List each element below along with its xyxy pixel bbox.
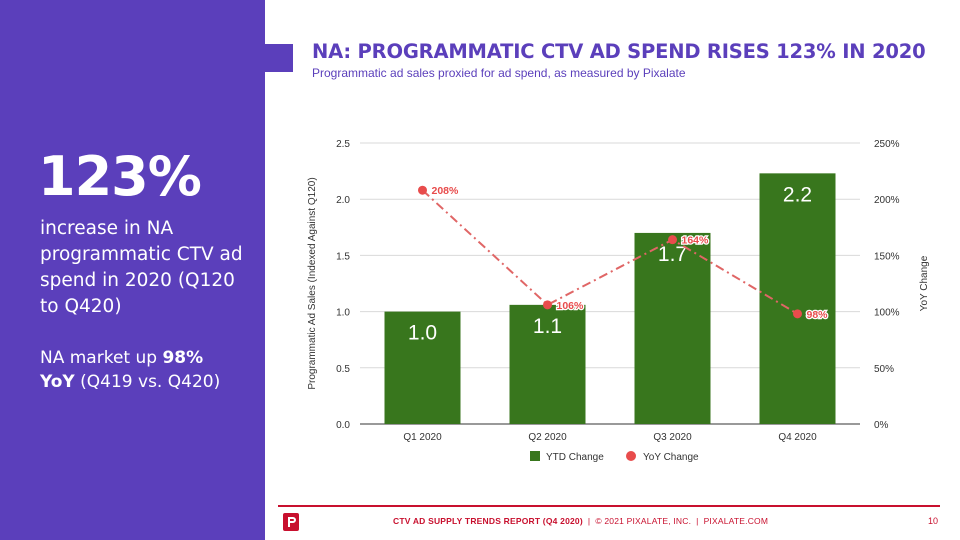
bar [509, 304, 586, 424]
bar-data-label: 2.2 [783, 183, 812, 206]
footer-divider [278, 505, 940, 507]
y-tick-label: 2.5 [336, 139, 350, 150]
footer-separator: | [587, 516, 591, 526]
y-right-axis-title: YoY Change [919, 255, 930, 311]
headline-stat: 123% [38, 145, 202, 208]
side-panel: 123% increase in NA programmatic CTV ad … [0, 0, 265, 540]
bar-data-label: 1.1 [533, 315, 562, 338]
yoy-data-label: 106% [557, 300, 585, 312]
market-note-prefix: NA market up [40, 348, 163, 368]
y-axis-title: Programmatic Ad Sales (Indexed Against Q… [307, 177, 318, 389]
page-subtitle: Programmatic ad sales proxied for ad spe… [312, 66, 686, 80]
bar [384, 311, 461, 424]
yoy-line [421, 189, 799, 315]
combo-chart: 0.0 0.5 1.0 1.5 2.0 2.5 0% 50% 100% 150% 200% 250% P… [307, 139, 930, 463]
footer-separator: | [696, 516, 699, 526]
yoy-data-label: 98% [807, 309, 829, 321]
footer-text: CTV AD SUPPLY TRENDS REPORT (Q4 2020) | © … [393, 516, 768, 526]
y-tick-label: 1.5 [336, 251, 350, 262]
x-tick-label: Q1 2020 [403, 432, 442, 443]
x-tick-label: Q2 2020 [528, 432, 567, 443]
yoy-point [418, 185, 427, 195]
yoy-point [543, 300, 552, 310]
y-tick-label: 2.0 [336, 195, 350, 206]
bar-data-label: 1.7 [658, 243, 687, 266]
bar-data-label: 1.0 [408, 322, 437, 345]
yoy-data-label: 208% [432, 185, 460, 197]
pixalate-logo-icon [283, 513, 299, 531]
page-number: 10 [928, 516, 939, 526]
y-right-tick-label: 200% [874, 195, 900, 206]
footer-copyright: © 2021 PIXALATE, INC. [595, 516, 692, 526]
market-note: NA market up 98% YoY (Q419 vs. Q420) [40, 346, 255, 394]
legend-swatch-yoy [626, 451, 636, 461]
legend-label-ytd: YTD Change [546, 452, 604, 463]
bar [634, 232, 711, 424]
x-tick-label: Q4 2020 [778, 432, 817, 443]
footer-website: PIXALATE.COM [703, 516, 769, 526]
yoy-data-label: 164% [682, 235, 710, 247]
page-title: NA: PROGRAMMATIC CTV AD SPEND RISES 123%… [312, 40, 926, 63]
y-tick-label: 0.5 [336, 364, 350, 375]
stat-description: increase in NA programmatic CTV ad spend… [40, 218, 243, 317]
yoy-point [793, 309, 802, 319]
title-accent [265, 44, 293, 72]
legend-label-yoy: YoY Change [643, 452, 699, 463]
y-tick-label: 1.0 [336, 308, 350, 319]
y-right-tick-label: 250% [874, 139, 900, 150]
y-tick-label: 0.0 [336, 420, 350, 431]
legend-swatch-ytd [530, 451, 540, 461]
market-note-percent: 98% [162, 348, 204, 368]
y-right-tick-label: 100% [874, 308, 900, 319]
y-right-tick-label: 50% [874, 364, 894, 375]
market-note-suffix: (Q419 vs. Q420) [74, 372, 221, 392]
yoy-point [668, 235, 677, 245]
y-right-tick-label: 0% [874, 420, 889, 431]
x-tick-label: Q3 2020 [653, 432, 692, 443]
market-note-yoy: YoY [40, 372, 75, 392]
footer-report-title: CTV AD SUPPLY TRENDS REPORT (Q4 2020) [393, 516, 583, 526]
y-right-tick-label: 150% [874, 251, 900, 262]
